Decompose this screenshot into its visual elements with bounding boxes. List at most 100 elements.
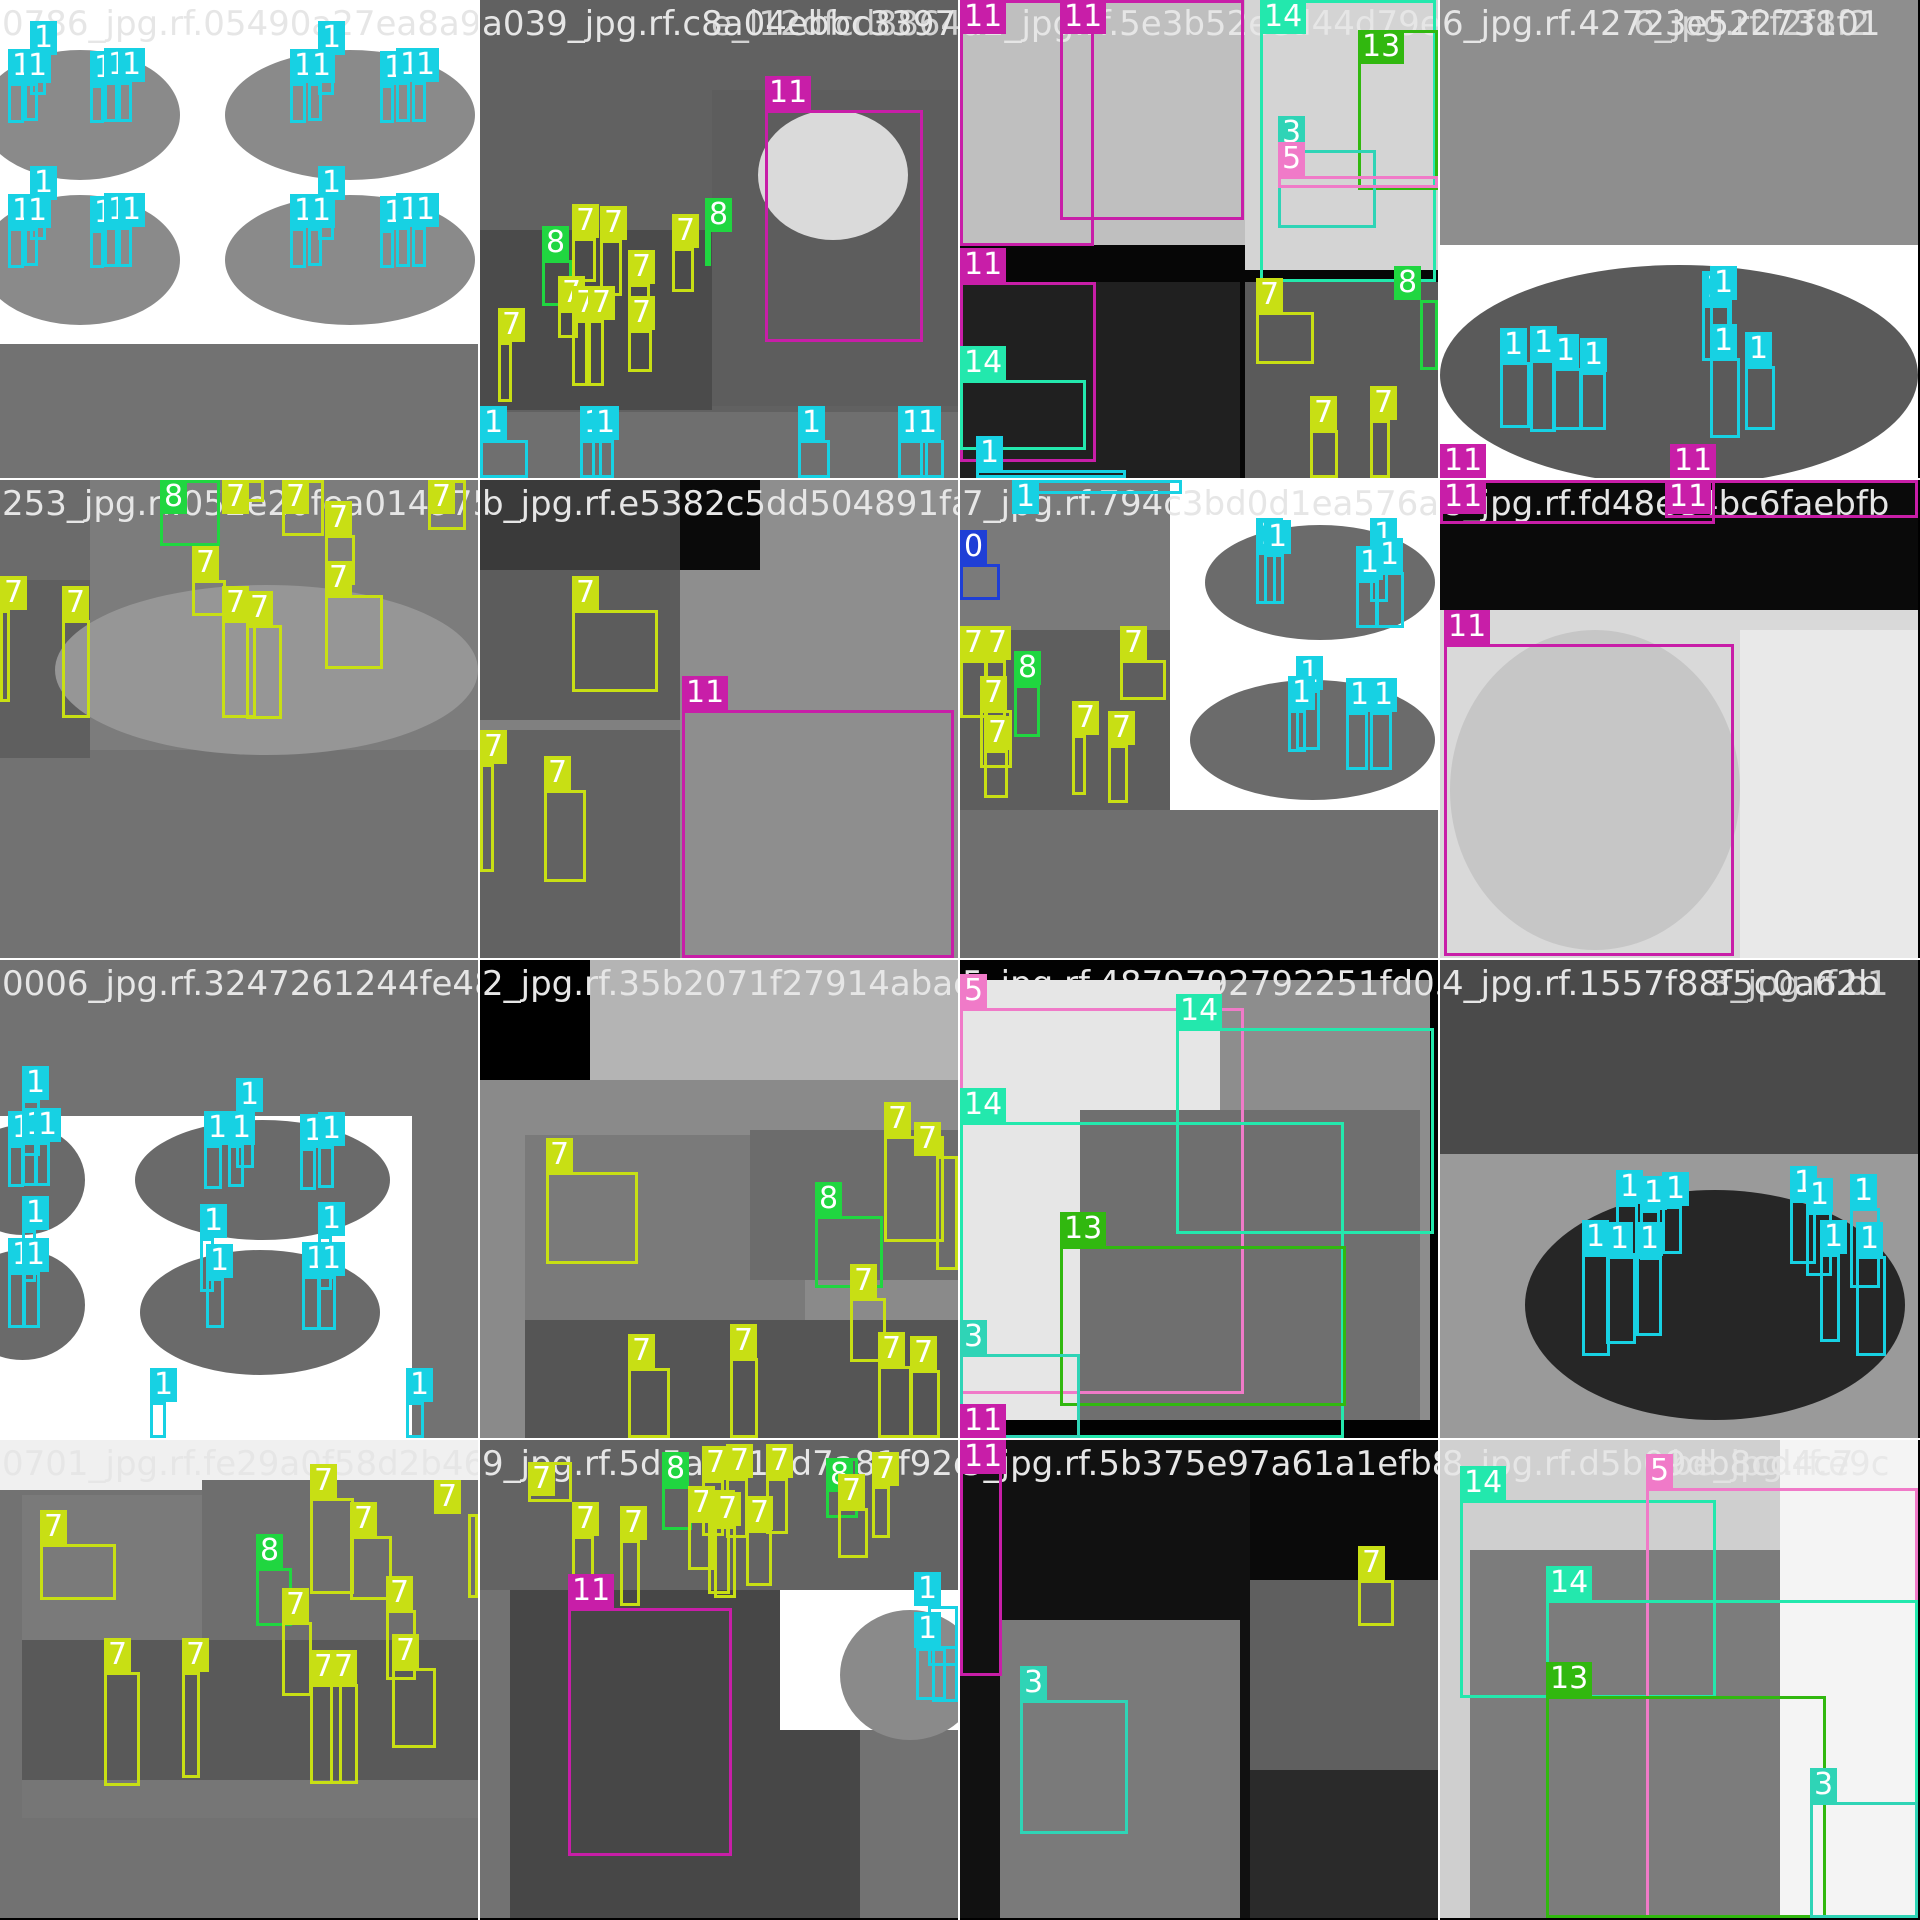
detection-box xyxy=(228,1145,244,1187)
class-label: 1 xyxy=(1616,1170,1644,1204)
image-tile: 5_jpg.rf.5b375e97a61a1efb88 11 3 7 xyxy=(960,1440,1438,1918)
image-tile: 8_jpg.rf.fd48ee4bc6faebfb111111 xyxy=(1440,480,1918,958)
class-label: 7 xyxy=(572,576,600,610)
detection-box xyxy=(192,580,226,616)
detection-box xyxy=(568,1608,732,1856)
class-label: 1 xyxy=(30,166,58,200)
class-label: 1 xyxy=(236,1078,264,1112)
detection-box xyxy=(1444,644,1734,956)
class-label: 1 xyxy=(1710,324,1738,358)
class-label: 7 xyxy=(544,756,572,790)
detection-box xyxy=(705,232,711,266)
detection-box xyxy=(468,1514,478,1598)
class-label: 8 xyxy=(1014,651,1042,685)
class-label: 7 xyxy=(850,1264,878,1298)
class-label: 7 xyxy=(672,214,700,248)
image-tile: 7_jpg.rf.794c3bd0d1ea576a395974810111117… xyxy=(960,480,1438,958)
detection-box xyxy=(396,227,410,267)
image-tile: 0006_jpg.rf.3247261244fe482 1 1 1 1 1 1 1 1 1 1 1 1 1… xyxy=(0,960,478,1438)
grid-divider xyxy=(0,958,1920,960)
class-label: 7 xyxy=(40,1510,68,1544)
class-label: 7 xyxy=(498,308,526,342)
detection-box xyxy=(932,1646,958,1702)
tile-image xyxy=(0,960,478,1438)
detection-box xyxy=(290,228,306,268)
image-tile: 0701_jpg.rf.fe29a0f58d2b469 7 7 7 8 7 7 7 7 7 7 7 7 xyxy=(0,1440,478,1918)
detection-box xyxy=(40,1544,116,1600)
detection-box xyxy=(1710,358,1740,438)
class-label: 7 xyxy=(960,626,988,660)
class-label: 7 xyxy=(914,1122,942,1156)
class-label: 11 xyxy=(568,1574,615,1608)
class-label: 8 xyxy=(1394,266,1422,300)
class-label: 1 xyxy=(1582,1220,1610,1254)
detection-box xyxy=(1060,0,1244,220)
tile-image xyxy=(1440,480,1918,958)
class-label: 7 xyxy=(330,1650,358,1684)
detection-box xyxy=(0,610,10,702)
radiograph-region xyxy=(0,1250,85,1360)
radiograph-region xyxy=(55,585,478,755)
class-label: 1 xyxy=(118,193,146,227)
detection-box xyxy=(920,440,944,478)
radiograph-region xyxy=(1450,630,1740,950)
class-label: 3 xyxy=(1810,1768,1838,1802)
class-label: 7 xyxy=(1358,1546,1386,1580)
detection-box xyxy=(406,1402,424,1438)
detection-box xyxy=(672,248,694,292)
detection-box xyxy=(1546,1696,1826,1918)
detection-box xyxy=(118,227,132,267)
detection-box xyxy=(350,1536,392,1600)
class-label: 7 xyxy=(1072,701,1100,735)
class-label: 5 xyxy=(1278,142,1306,176)
class-label: 11 xyxy=(1440,480,1487,514)
detection-box xyxy=(714,1526,736,1598)
class-label: 1 xyxy=(318,1112,346,1146)
class-label: 14 xyxy=(1260,0,1307,34)
tile-image xyxy=(960,1440,1438,1918)
class-label: 7 xyxy=(182,1638,210,1672)
class-label: 1 xyxy=(24,49,52,83)
class-label: 7 xyxy=(1310,396,1338,430)
class-label: 11 xyxy=(960,0,1007,34)
tile-image xyxy=(1440,1440,1918,1918)
detection-box xyxy=(1278,150,1376,228)
detection-box xyxy=(318,1276,336,1330)
image-region xyxy=(1740,630,1918,958)
class-label: 1 xyxy=(206,1244,234,1278)
image-tile: 0786_jpg.rf.05490a27ea8a9a039e1111111111… xyxy=(0,0,478,478)
detection-box xyxy=(1662,1206,1682,1254)
image-region xyxy=(1080,1110,1420,1420)
class-label: 14 xyxy=(1176,994,1223,1028)
detection-box xyxy=(1820,1254,1840,1342)
detection-box xyxy=(290,83,306,123)
class-label: 1 xyxy=(412,48,440,82)
detection-box xyxy=(310,1684,342,1784)
detection-box xyxy=(118,82,132,122)
detection-box xyxy=(572,610,658,692)
detection-box xyxy=(310,1498,354,1594)
class-label: 1 xyxy=(1530,326,1558,360)
class-label: 7 xyxy=(546,1138,574,1172)
detection-box xyxy=(204,1145,222,1189)
detection-box xyxy=(1376,572,1404,628)
detection-box xyxy=(1120,660,1166,700)
class-label: 1 xyxy=(1500,328,1528,362)
class-label: 7 xyxy=(310,1464,338,1498)
class-label: 1 xyxy=(1356,546,1384,580)
class-label: 1 xyxy=(308,49,336,83)
detection-box xyxy=(34,1142,50,1186)
tile-image xyxy=(960,960,1438,1438)
class-label: 1 xyxy=(1745,332,1773,366)
class-label: 11 xyxy=(1444,610,1491,644)
class-label: 1 xyxy=(318,1242,346,1276)
class-label: 7 xyxy=(62,586,90,620)
detection-box xyxy=(815,1216,883,1288)
detection-box xyxy=(325,595,383,669)
detection-box xyxy=(330,1684,358,1784)
detection-box xyxy=(1072,735,1086,795)
detection-box xyxy=(104,227,118,267)
tile-image xyxy=(0,480,478,958)
class-label: 1 xyxy=(34,1108,62,1142)
